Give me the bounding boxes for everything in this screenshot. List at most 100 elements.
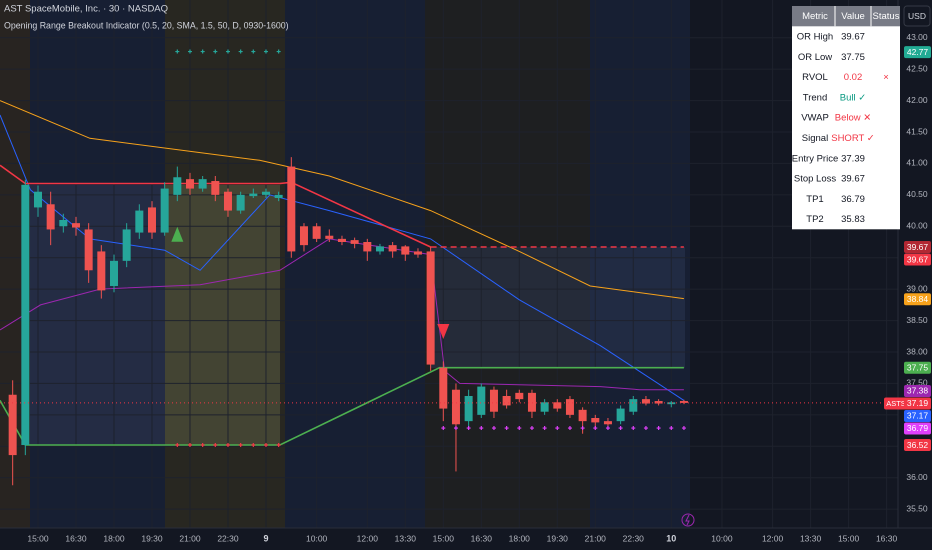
table-cell: OR Low <box>798 52 832 63</box>
candle-body <box>679 401 688 403</box>
x-tick-label: 19:30 <box>547 533 569 543</box>
x-tick-label: 16:30 <box>65 533 87 543</box>
candle-body <box>185 179 194 189</box>
y-tick-label: 39.00 <box>906 283 928 293</box>
table-cell: OR High <box>797 31 833 42</box>
candle-body <box>388 245 397 252</box>
level-marker <box>580 426 585 431</box>
table-cell: TP1 <box>806 194 823 205</box>
candle-body <box>641 399 650 404</box>
level-marker <box>187 49 192 54</box>
x-tick-label: 10:00 <box>711 533 733 543</box>
level-marker <box>593 426 598 431</box>
table-cell: 37.39 <box>841 153 865 164</box>
table-header: Status <box>873 11 900 22</box>
status-table: Metric Value Status OR High 39.67 OR Low 37.75… <box>792 6 900 230</box>
candle-body <box>312 226 321 239</box>
level-marker <box>681 426 686 431</box>
candle-body <box>337 238 346 242</box>
indicator-title: Opening Range Breakout Indicator (0.5, 2… <box>4 20 289 30</box>
x-tick-label: 18:00 <box>509 533 531 543</box>
candle-body <box>413 251 422 255</box>
x-tick-label: 22:30 <box>217 533 239 543</box>
table-header: Metric <box>802 11 828 22</box>
price-tag <box>904 439 931 452</box>
price-tag-label: 36.79 <box>907 423 929 433</box>
candle-body <box>629 399 638 412</box>
level-marker <box>187 443 192 448</box>
price-tag <box>904 361 931 374</box>
x-tick-label: 15:00 <box>838 533 860 543</box>
level-marker <box>251 443 256 448</box>
level-marker <box>643 426 648 431</box>
y-tick-label: 37.50 <box>906 378 928 388</box>
y-tick-label: 41.00 <box>906 158 928 168</box>
candle-body <box>211 181 220 195</box>
y-tick-label: 35.50 <box>906 503 928 513</box>
candle-body <box>8 394 17 456</box>
candle-body <box>287 166 296 252</box>
candle-body <box>198 179 207 189</box>
x-tick-label: 12:00 <box>762 533 784 543</box>
y-tick-label: 36.00 <box>906 472 928 482</box>
candle-body <box>401 246 410 255</box>
price-tag-label: 39.67 <box>907 254 929 264</box>
x-tick-label: 15:00 <box>433 533 455 543</box>
candle-body <box>46 204 55 230</box>
candle-body <box>464 396 473 422</box>
plot <box>0 49 898 486</box>
level-marker <box>263 49 268 54</box>
candle-body <box>160 188 169 233</box>
table-cell: 39.67 <box>841 31 865 42</box>
session-band <box>165 0 285 528</box>
table-cell: TP2 <box>806 214 823 225</box>
candle-body <box>515 392 524 400</box>
session-band <box>285 0 425 528</box>
price-tag <box>904 397 931 410</box>
x-tick-label: 22:30 <box>623 533 645 543</box>
x-tick-label: 13:30 <box>800 533 822 543</box>
indicator-line <box>0 100 684 300</box>
candle-body <box>477 386 486 415</box>
level-marker <box>517 426 522 431</box>
x-tick-label: 10 <box>666 533 676 543</box>
level-marker <box>213 443 218 448</box>
candle-body <box>540 402 549 412</box>
currency-button[interactable] <box>903 5 931 27</box>
level-marker <box>213 49 218 54</box>
candle-body <box>616 408 625 422</box>
table-cell: 0.02 <box>844 72 863 83</box>
candle-body <box>654 401 663 404</box>
level-marker <box>251 49 256 54</box>
candle-body <box>236 194 245 211</box>
level-marker <box>542 426 547 431</box>
candle-body <box>502 396 511 406</box>
level-marker <box>529 426 534 431</box>
table-cell: Stop Loss <box>794 174 836 185</box>
session-band <box>590 0 690 528</box>
event-icon[interactable] <box>681 513 695 527</box>
candle-body <box>489 389 498 412</box>
candle-body <box>147 207 156 233</box>
table-cell: RVOL <box>802 72 828 83</box>
level-marker <box>567 426 572 431</box>
level-marker <box>200 49 205 54</box>
y-tick-label: 42.00 <box>906 95 928 105</box>
candle-body <box>97 251 106 291</box>
price-tag <box>904 422 931 435</box>
candle-body <box>603 421 612 425</box>
level-marker <box>238 49 243 54</box>
y-tick-label: 42.50 <box>906 63 928 73</box>
candle-body <box>84 229 93 271</box>
candle-body <box>274 194 283 198</box>
x-tick-label: 15:00 <box>27 533 49 543</box>
candle-body <box>375 246 384 252</box>
table-header: Value <box>841 11 865 22</box>
level-marker <box>263 443 268 448</box>
candle-body <box>71 223 80 228</box>
currency[interactable]: USD <box>908 11 926 21</box>
y-tick-label: 41.50 <box>906 126 928 136</box>
price-tag-label: 38.84 <box>907 294 929 304</box>
x-tick-label: 21:00 <box>585 533 607 543</box>
